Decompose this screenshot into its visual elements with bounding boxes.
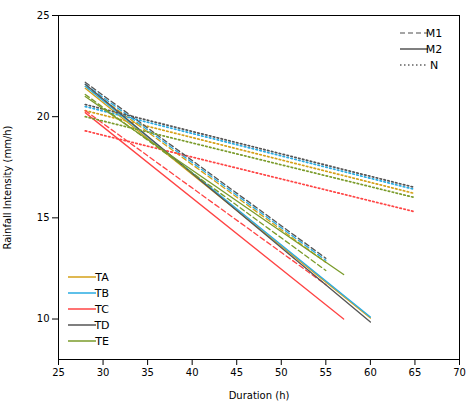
svg-text:35: 35: [141, 367, 154, 378]
svg-text:N: N: [430, 59, 438, 72]
svg-text:TD: TD: [93, 319, 109, 332]
svg-text:M1: M1: [426, 27, 443, 40]
svg-text:55: 55: [319, 367, 332, 378]
svg-text:25: 25: [52, 367, 65, 378]
svg-text:20: 20: [37, 111, 50, 122]
svg-text:70: 70: [453, 367, 466, 378]
svg-text:15: 15: [37, 212, 50, 223]
svg-text:TB: TB: [94, 287, 109, 300]
svg-text:TE: TE: [94, 335, 109, 348]
svg-text:65: 65: [409, 367, 422, 378]
svg-text:45: 45: [230, 367, 243, 378]
svg-text:TC: TC: [94, 303, 109, 316]
svg-text:10: 10: [37, 313, 50, 324]
svg-text:30: 30: [97, 367, 110, 378]
svg-text:Rainfall Intensity (mm/h): Rainfall Intensity (mm/h): [2, 125, 13, 249]
svg-text:Duration (h): Duration (h): [229, 390, 290, 401]
svg-text:60: 60: [364, 367, 377, 378]
svg-text:50: 50: [275, 367, 288, 378]
svg-text:TA: TA: [94, 271, 109, 284]
svg-text:M2: M2: [426, 43, 443, 56]
svg-text:25: 25: [37, 10, 50, 21]
svg-text:40: 40: [186, 367, 199, 378]
